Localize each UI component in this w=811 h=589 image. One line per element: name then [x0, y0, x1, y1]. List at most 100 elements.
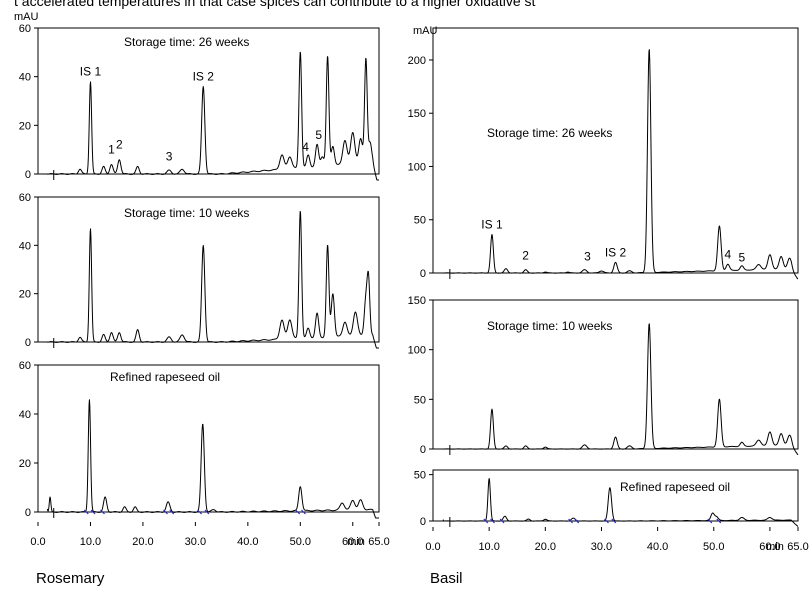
- y-tick-label: 60: [19, 360, 31, 372]
- peak-label: IS 2: [193, 69, 215, 83]
- x-tick-label: 40.0: [237, 536, 258, 548]
- panel-title: Refined rapeseed oil: [110, 370, 220, 384]
- y-tick-label: 100: [408, 345, 426, 357]
- panel-title: Storage time: 10 weeks: [487, 319, 612, 333]
- y-tick-label: 0: [25, 169, 31, 181]
- group-label: Rosemary: [36, 570, 105, 587]
- x-tick-label: 50.0: [703, 541, 724, 553]
- x-tick-label: 60.0: [759, 541, 780, 553]
- header-text: t accelerated temperatures in that case …: [14, 0, 536, 9]
- panel-frame: [432, 27, 799, 274]
- y-tick-label: 50: [414, 394, 426, 406]
- x-tick-label: 65.0: [787, 541, 808, 553]
- panel-title: Storage time: 26 weeks: [124, 35, 249, 49]
- panel-2: 0 20 40 60 Storage time: 10 weeks: [19, 192, 380, 349]
- integration-mark: [83, 509, 89, 515]
- y-tick-label: 100: [408, 161, 426, 173]
- y-tick-label: 40: [19, 240, 31, 252]
- integration-mark: [90, 509, 96, 515]
- y-tick-label: 50: [414, 215, 426, 227]
- x-unit-label: min: [766, 541, 784, 553]
- panel-frame: [37, 364, 380, 513]
- x-unit-label: min: [347, 536, 365, 548]
- peak-label: 4: [302, 140, 309, 154]
- integration-mark: [716, 518, 722, 524]
- x-tick-label: 30.0: [185, 536, 206, 548]
- y-unit-label: mAU: [14, 11, 39, 23]
- peak-label: 3: [166, 150, 173, 164]
- panel-title: Refined rapeseed oil: [620, 480, 730, 494]
- panel-frame: [37, 27, 380, 175]
- integration-mark: [568, 518, 574, 524]
- y-tick-label: 0: [25, 507, 31, 519]
- panel-frame: [432, 299, 799, 450]
- peak-label: 4: [724, 247, 731, 261]
- y-tick-label: 50: [414, 470, 426, 482]
- peak-label: 2: [116, 138, 123, 152]
- integration-mark: [604, 518, 609, 524]
- y-tick-label: 60: [19, 23, 31, 35]
- y-tick-label: 60: [19, 192, 31, 204]
- x-tick-label: 10.0: [478, 541, 499, 553]
- panel-1: 0 20 40 60 Storage time: 26 weeks IS 1 1 2 IS 2 3…: [19, 23, 380, 181]
- x-tick-label: 50.0: [290, 536, 311, 548]
- y-tick-label: 20: [19, 458, 31, 470]
- y-tick-label: 0: [25, 337, 31, 349]
- chromatogram-trace: [47, 210, 380, 349]
- peak-label: IS 1: [481, 218, 503, 232]
- group-label: Basil: [430, 570, 463, 587]
- y-unit-label: mAU: [413, 25, 438, 37]
- chromatogram-trace: [442, 478, 799, 527]
- integration-mark: [169, 509, 175, 515]
- y-tick-label: 20: [19, 289, 31, 301]
- peak-label: IS 2: [605, 245, 627, 259]
- panel-3: 0 20 40 60 Refined rapeseed oil: [19, 360, 380, 519]
- y-tick-label: 200: [408, 55, 426, 67]
- peak-label: 5: [739, 251, 746, 265]
- y-tick-label: 20: [19, 120, 31, 132]
- y-tick-label: 150: [408, 295, 426, 307]
- peak-label: 5: [315, 128, 322, 142]
- y-tick-label: 150: [408, 108, 426, 120]
- y-tick-label: 0: [420, 268, 426, 280]
- integration-mark: [611, 518, 617, 524]
- x-tick-label: 40.0: [647, 541, 668, 553]
- y-tick-label: 0: [420, 444, 426, 456]
- x-tick-label: 10.0: [80, 536, 101, 548]
- integration-mark: [483, 518, 489, 524]
- panel-2: 0 50 100 150 Storage time: 10 weeks: [408, 295, 799, 456]
- integration-mark: [100, 509, 105, 515]
- integration-mark: [197, 509, 203, 515]
- integration-mark: [499, 518, 505, 524]
- chromatogram-trace: [46, 399, 380, 519]
- peak-label: 3: [584, 250, 591, 264]
- x-tick-label: 20.0: [132, 536, 153, 548]
- y-tick-label: 40: [19, 409, 31, 421]
- chromatogram-trace: [47, 51, 380, 181]
- y-tick-label: 0: [420, 516, 426, 528]
- integration-mark: [707, 518, 713, 524]
- panel-1: 0 50 100 150 200 Storage time: 26 weeks IS 1 2 3…: [408, 27, 799, 280]
- integration-mark: [490, 518, 495, 524]
- peak-label: 1: [108, 142, 115, 156]
- chromatogram-trace: [443, 323, 799, 456]
- integration-mark: [295, 509, 301, 515]
- peak-label: IS 1: [80, 65, 102, 79]
- x-tick-label: 0.0: [425, 541, 440, 553]
- x-tick-label: 60.0: [342, 536, 363, 548]
- integration-mark: [163, 509, 168, 515]
- integration-mark: [301, 509, 306, 515]
- panel-3: 0 50 Refined rapeseed oil: [414, 469, 799, 528]
- x-tick-label: 30.0: [591, 541, 612, 553]
- chromatogram-trace: [443, 49, 799, 280]
- x-tick-label: 20.0: [535, 541, 556, 553]
- y-tick-label: 40: [19, 72, 31, 84]
- x-tick-label: 0.0: [30, 536, 45, 548]
- x-tick-label: 65.0: [368, 536, 389, 548]
- integration-mark: [204, 509, 210, 515]
- panel-title: Storage time: 26 weeks: [487, 126, 612, 140]
